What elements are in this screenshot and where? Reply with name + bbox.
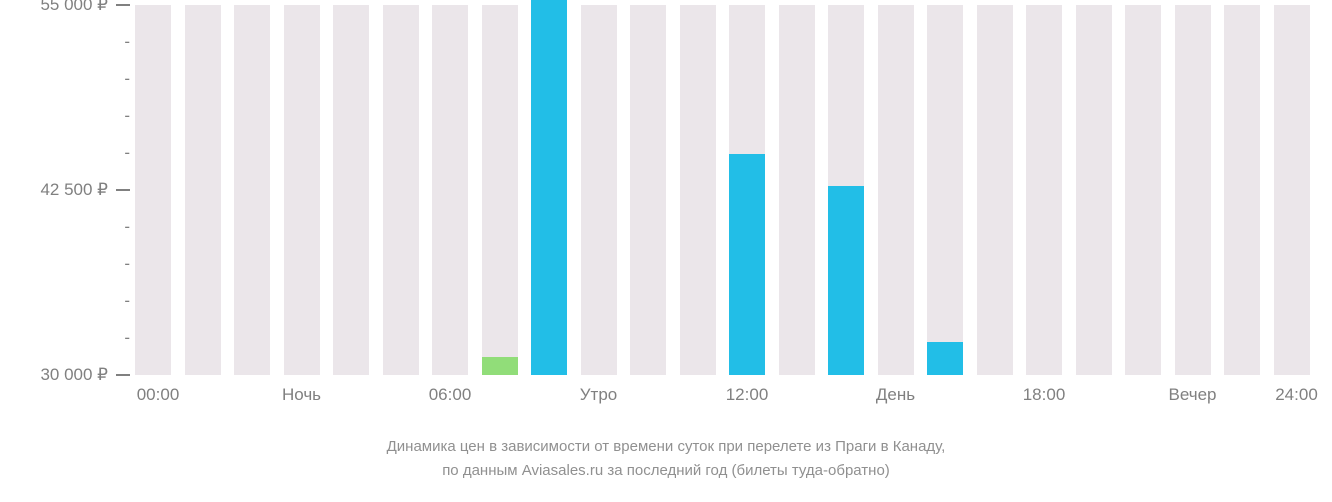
y-tick-major: 42 500 ₽ bbox=[40, 180, 130, 200]
hour-slot bbox=[1224, 5, 1260, 375]
y-tick-minor-label: - bbox=[124, 106, 130, 126]
y-tick-minor: - bbox=[124, 106, 130, 126]
y-tick-major: 55 000 ₽ bbox=[40, 0, 130, 15]
price-chart: 55 000 ₽42 500 ₽30 000 ₽-------- 00:00Но… bbox=[0, 0, 1332, 502]
x-axis: 00:00 Ночь 06:00 Утро 12:00 День 18:00 Вечер 24:… bbox=[135, 385, 1325, 415]
y-tick-minor: - bbox=[124, 69, 130, 89]
y-tick-minor: - bbox=[124, 254, 130, 274]
hour-slot bbox=[1125, 5, 1161, 375]
hour-slot bbox=[1026, 5, 1062, 375]
y-tick-minor: - bbox=[124, 291, 130, 311]
price-bar bbox=[828, 186, 864, 375]
x-axis-label: День bbox=[876, 385, 915, 405]
y-tick-minor: - bbox=[124, 32, 130, 52]
x-axis-label: 06:00 bbox=[429, 385, 472, 405]
tick-mark-icon bbox=[116, 189, 130, 191]
caption-line-2: по данным Aviasales.ru за последний год … bbox=[0, 462, 1332, 479]
y-tick-minor: - bbox=[124, 217, 130, 237]
hour-slot bbox=[234, 5, 270, 375]
x-axis-label: Утро bbox=[580, 385, 618, 405]
hour-slot bbox=[383, 5, 419, 375]
hour-slot bbox=[1076, 5, 1112, 375]
hour-slot bbox=[284, 5, 320, 375]
y-tick-major: 30 000 ₽ bbox=[40, 365, 130, 385]
hour-slot bbox=[680, 5, 716, 375]
plot-area bbox=[135, 5, 1325, 375]
caption-line-1: Динамика цен в зависимости от времени су… bbox=[0, 438, 1332, 455]
price-bar bbox=[482, 357, 518, 375]
hour-slot bbox=[333, 5, 369, 375]
y-tick-label: 30 000 ₽ bbox=[40, 365, 108, 385]
hour-slot bbox=[977, 5, 1013, 375]
x-axis-label: Ночь bbox=[282, 385, 321, 405]
y-tick-minor: - bbox=[124, 328, 130, 348]
hour-slot bbox=[135, 5, 171, 375]
hour-slot bbox=[927, 5, 963, 375]
hour-slot bbox=[1274, 5, 1310, 375]
tick-mark-icon bbox=[116, 4, 130, 6]
x-axis-label: Вечер bbox=[1169, 385, 1217, 405]
y-axis: 55 000 ₽42 500 ₽30 000 ₽-------- bbox=[0, 0, 130, 380]
hour-slot bbox=[432, 5, 468, 375]
hour-slot bbox=[878, 5, 914, 375]
price-bar bbox=[729, 154, 765, 375]
hour-slot bbox=[779, 5, 815, 375]
y-tick-minor-label: - bbox=[124, 32, 130, 52]
hour-slot bbox=[1175, 5, 1211, 375]
y-tick-minor-label: - bbox=[124, 291, 130, 311]
hour-slot bbox=[482, 5, 518, 375]
tick-mark-icon bbox=[116, 374, 130, 376]
x-axis-label: 24:00 bbox=[1275, 385, 1318, 405]
y-tick-label: 55 000 ₽ bbox=[40, 0, 108, 15]
price-bar bbox=[927, 342, 963, 375]
y-tick-minor-label: - bbox=[124, 69, 130, 89]
x-axis-label: 12:00 bbox=[726, 385, 769, 405]
y-tick-minor-label: - bbox=[124, 217, 130, 237]
x-axis-label: 18:00 bbox=[1023, 385, 1066, 405]
y-tick-minor-label: - bbox=[124, 143, 130, 163]
hour-slot bbox=[581, 5, 617, 375]
hour-slot bbox=[630, 5, 666, 375]
y-tick-minor-label: - bbox=[124, 254, 130, 274]
hour-slot bbox=[185, 5, 221, 375]
x-axis-label: 00:00 bbox=[137, 385, 180, 405]
price-bar bbox=[531, 0, 567, 375]
y-tick-label: 42 500 ₽ bbox=[40, 180, 108, 200]
y-tick-minor: - bbox=[124, 143, 130, 163]
y-tick-minor-label: - bbox=[124, 328, 130, 348]
